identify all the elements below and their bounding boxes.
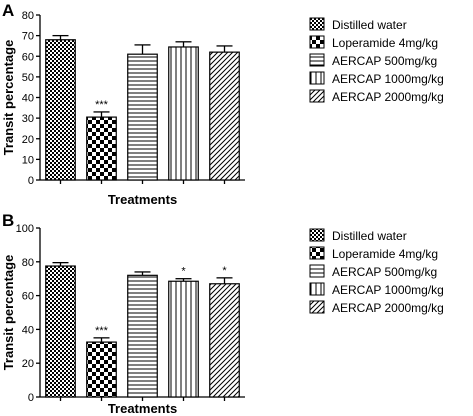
significance-marker: * bbox=[222, 265, 227, 277]
bar bbox=[209, 51, 240, 181]
y-axis-title: Transit percentage bbox=[1, 255, 16, 371]
y-tick-label: 10 bbox=[22, 154, 34, 166]
legend-label: AERCAP 500mg/kg bbox=[332, 265, 437, 279]
bar bbox=[127, 274, 158, 398]
y-tick-label: 20 bbox=[22, 134, 34, 146]
y-tick-label: 50 bbox=[22, 72, 34, 84]
legend-swatch bbox=[309, 246, 325, 260]
y-tick-label: 40 bbox=[22, 324, 34, 336]
legend-label: AERCAP 1000mg/kg bbox=[332, 72, 444, 86]
legend-label: Loperamide 4mg/kg bbox=[332, 247, 438, 261]
legend-label: AERCAP 2000mg/kg bbox=[332, 90, 444, 104]
legend-swatch bbox=[309, 264, 325, 278]
legend-label: Distilled water bbox=[332, 18, 407, 32]
y-tick-label: 70 bbox=[22, 31, 34, 43]
bar bbox=[127, 53, 158, 181]
x-axis-title: Treatments bbox=[108, 192, 177, 207]
legend-swatch bbox=[309, 89, 325, 103]
y-tick-label: 20 bbox=[22, 358, 34, 370]
y-tick-label: 80 bbox=[22, 10, 34, 22]
bar bbox=[209, 283, 240, 398]
bar bbox=[86, 116, 117, 181]
legend-swatch bbox=[309, 282, 325, 296]
legend-label: AERCAP 2000mg/kg bbox=[332, 301, 444, 315]
chart-panel-a: A 0 10 20 30 40 50 60 70 80 *** Transit percentage T… bbox=[1, 1, 444, 207]
legend-swatch bbox=[309, 35, 325, 49]
legend-swatch bbox=[309, 300, 325, 314]
y-tick-label: 80 bbox=[22, 257, 34, 269]
y-tick-label: 100 bbox=[16, 223, 34, 235]
panel-label: B bbox=[2, 211, 14, 230]
significance-marker: *** bbox=[95, 99, 109, 111]
y-tick-label: 0 bbox=[28, 175, 34, 187]
significance-marker: *** bbox=[95, 325, 109, 337]
legend-label: AERCAP 1000mg/kg bbox=[332, 283, 444, 297]
bar bbox=[45, 39, 76, 181]
y-tick-label: 40 bbox=[22, 93, 34, 105]
y-tick-label: 30 bbox=[22, 113, 34, 125]
legend-swatch bbox=[309, 53, 325, 67]
y-axis-title: Transit percentage bbox=[1, 40, 16, 156]
legend-label: Distilled water bbox=[332, 229, 407, 243]
y-tick-label: 0 bbox=[28, 392, 34, 404]
significance-marker: * bbox=[181, 266, 186, 278]
legend-label: AERCAP 500mg/kg bbox=[332, 54, 437, 68]
bar bbox=[86, 341, 117, 398]
bar bbox=[168, 280, 199, 398]
y-tick-label: 60 bbox=[22, 291, 34, 303]
x-axis-title: Treatments bbox=[108, 401, 177, 416]
legend-swatch bbox=[309, 228, 325, 242]
panel-label: A bbox=[2, 1, 14, 20]
legend-swatch bbox=[309, 17, 325, 31]
bar bbox=[168, 46, 199, 181]
bar bbox=[45, 265, 76, 398]
legend-swatch bbox=[309, 71, 325, 85]
legend-label: Loperamide 4mg/kg bbox=[332, 36, 438, 50]
y-tick-label: 60 bbox=[22, 51, 34, 63]
